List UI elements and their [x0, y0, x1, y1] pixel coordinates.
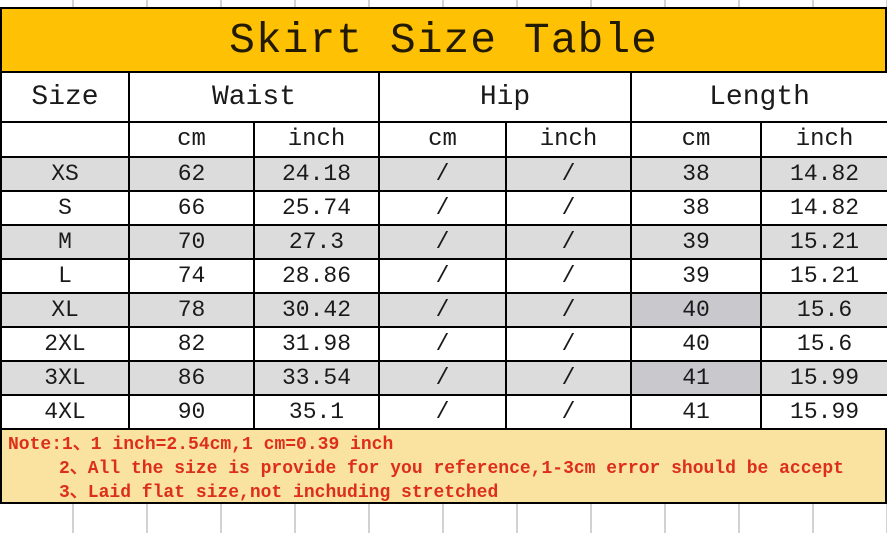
unit-header-cm: cm: [630, 121, 763, 158]
unit-header-cm: cm: [128, 121, 255, 158]
measurement-cell: /: [505, 292, 633, 328]
measurement-cell: 15.99: [760, 394, 887, 430]
measurement-cell: 33.54: [252, 360, 381, 396]
column-header-waist: Waist: [127, 71, 381, 123]
note-line-3: 3、Laid flat size,not inchuding stretched: [59, 483, 499, 503]
size-label-cell: M: [0, 224, 130, 260]
measurement-cell: 35.1: [252, 394, 381, 430]
measurement-cell: 39: [630, 224, 763, 260]
note-line-2: 2、All the size is provide for you refere…: [59, 459, 844, 479]
size-table: Size Waist Hip Length cm inch cm inch cm inch XS…: [0, 71, 887, 430]
measurement-cell: 70: [128, 224, 255, 260]
measurement-cell: 90: [128, 394, 255, 430]
measurement-cell: 14.82: [760, 190, 887, 226]
column-header-length: Length: [630, 71, 887, 123]
table-row: M 70 27.3//39 15.21: [0, 224, 887, 260]
page-title: Skirt Size Table: [229, 15, 658, 65]
measurement-cell: /: [505, 360, 633, 396]
size-label-cell: 4XL: [0, 394, 130, 430]
table-row: 3XL 86 33.54//41 15.99: [0, 360, 887, 396]
unit-header-inch: inch: [760, 121, 887, 158]
measurement-cell: /: [378, 258, 508, 294]
table-row: L 74 28.86//39 15.21: [0, 258, 887, 294]
table-row: S 66 25.74//38 14.82: [0, 190, 887, 226]
measurement-cell: 15.6: [760, 326, 887, 362]
measurement-cell: 78: [128, 292, 255, 328]
column-header-hip: Hip: [378, 71, 633, 123]
note-line-1: Note:1、1 inch=2.54cm,1 cm=0.39 inch: [8, 435, 394, 455]
measurement-cell: /: [378, 190, 508, 226]
measurement-cell: 31.98: [252, 326, 381, 362]
table-row: XL 78 30.42//40 15.6: [0, 292, 887, 328]
measurement-cell: 41: [630, 394, 763, 430]
column-header-size: Size: [0, 71, 130, 123]
size-label-cell: 3XL: [0, 360, 130, 396]
table-row: XS 62 24.18//38 14.82: [0, 156, 887, 192]
size-label-cell: L: [0, 258, 130, 294]
measurement-cell: 15.21: [760, 258, 887, 294]
measurement-cell: 38: [630, 156, 763, 192]
table-unit-row: cm inch cm inch cm inch: [0, 121, 887, 158]
bottom-gridline-strip: [0, 504, 887, 533]
measurement-cell: /: [505, 156, 633, 192]
measurement-cell: /: [505, 224, 633, 260]
measurement-cell: 15.21: [760, 224, 887, 260]
measurement-cell: 14.82: [760, 156, 887, 192]
measurement-cell: 86: [128, 360, 255, 396]
measurement-cell: /: [505, 326, 633, 362]
notes-box: Note:1、1 inch=2.54cm,1 cm=0.39 inch 2、Al…: [0, 430, 887, 504]
measurement-cell: 74: [128, 258, 255, 294]
size-label-cell: 2XL: [0, 326, 130, 362]
measurement-cell: 66: [128, 190, 255, 226]
measurement-cell: 15.6: [760, 292, 887, 328]
measurement-cell: 82: [128, 326, 255, 362]
measurement-cell: 15.99: [760, 360, 887, 396]
table-row: 4XL 90 35.1//41 15.99: [0, 394, 887, 430]
table-header-row: Size Waist Hip Length: [0, 71, 887, 123]
measurement-cell: 27.3: [252, 224, 381, 260]
unit-header-empty: [0, 121, 130, 158]
measurement-cell: 41: [630, 360, 763, 396]
measurement-cell: 40: [630, 292, 763, 328]
title-bar: Skirt Size Table: [0, 7, 887, 71]
measurement-cell: 62: [128, 156, 255, 192]
size-label-cell: S: [0, 190, 130, 226]
measurement-cell: /: [378, 292, 508, 328]
measurement-cell: 38: [630, 190, 763, 226]
measurement-cell: 28.86: [252, 258, 381, 294]
measurement-cell: 25.74: [252, 190, 381, 226]
size-label-cell: XS: [0, 156, 130, 192]
measurement-cell: /: [378, 326, 508, 362]
measurement-cell: 30.42: [252, 292, 381, 328]
measurement-cell: 40: [630, 326, 763, 362]
size-label-cell: XL: [0, 292, 130, 328]
table-body: XS 62 24.18//38 14.82 S 66 25.74//38 14.82 M 70 27…: [0, 156, 887, 430]
top-gridline-strip: [0, 0, 887, 7]
unit-header-inch: inch: [505, 121, 633, 158]
measurement-cell: 24.18: [252, 156, 381, 192]
measurement-cell: /: [505, 258, 633, 294]
unit-header-inch: inch: [252, 121, 381, 158]
unit-header-cm: cm: [378, 121, 508, 158]
measurement-cell: /: [378, 224, 508, 260]
measurement-cell: /: [378, 360, 508, 396]
measurement-cell: /: [378, 394, 508, 430]
table-row: 2XL 82 31.98//40 15.6: [0, 326, 887, 362]
measurement-cell: /: [378, 156, 508, 192]
measurement-cell: /: [505, 190, 633, 226]
measurement-cell: 39: [630, 258, 763, 294]
measurement-cell: /: [505, 394, 633, 430]
